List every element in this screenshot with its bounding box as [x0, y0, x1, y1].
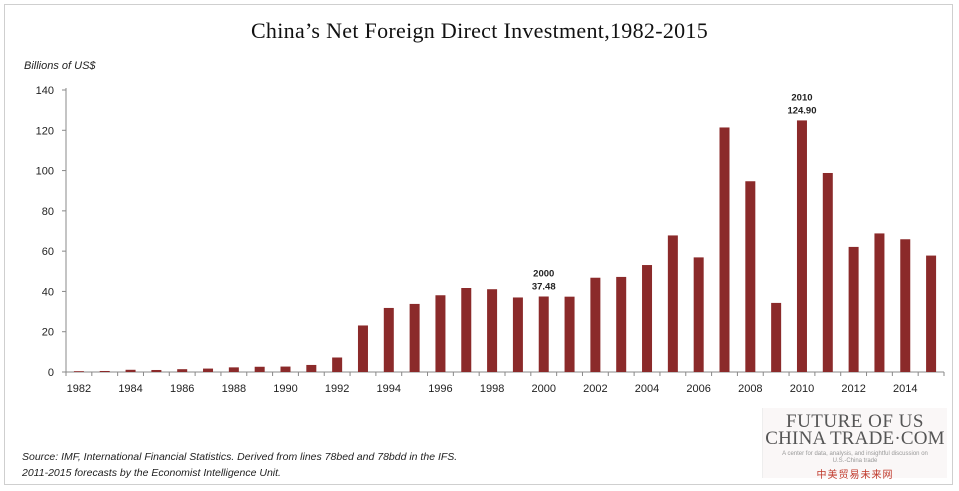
bar-1994: [383, 307, 394, 372]
source-note-line-1: Source: IMF, International Financial Sta…: [22, 451, 458, 463]
x-tick-label: 2002: [583, 383, 607, 395]
x-tick-label: 1996: [428, 383, 452, 395]
bar-2014: [900, 239, 911, 372]
bar-2000: [538, 296, 549, 372]
y-tick-label: 40: [42, 286, 54, 298]
y-tick-label: 0: [48, 367, 54, 379]
bar-1998: [487, 289, 498, 372]
bar-1983: [99, 370, 110, 372]
bar-2006: [693, 257, 704, 372]
bar-2002: [590, 277, 601, 372]
y-tick-label: 60: [42, 246, 54, 258]
y-tick-label: 100: [36, 166, 54, 178]
bar-1987: [203, 368, 214, 372]
x-tick-label: 2004: [635, 383, 659, 395]
bar-1999: [512, 297, 523, 372]
annotation-value-2010: 124.90: [787, 105, 816, 116]
x-tick-label: 2012: [841, 383, 865, 395]
chart-title: China’s Net Foreign Direct Investment,19…: [250, 18, 709, 43]
bar-2005: [667, 235, 678, 372]
bar-1993: [357, 325, 368, 372]
bar-1995: [409, 303, 420, 372]
bar-2010: [796, 120, 807, 372]
bar-1988: [228, 367, 239, 372]
x-tick-label: 2010: [790, 383, 814, 395]
bar-1985: [151, 369, 162, 372]
bar-1991: [306, 364, 317, 372]
bar-2008: [745, 181, 756, 372]
x-tick-label: 2000: [531, 383, 555, 395]
logo-chinese-name: 中美贸易未来网: [816, 470, 894, 481]
bar-2004: [642, 265, 653, 372]
logo-line-1: FUTURE OF US: [786, 411, 924, 432]
x-tick-label: 2006: [686, 383, 710, 395]
x-tick-label: 1982: [67, 383, 91, 395]
annotation-value-2000: 37.48: [532, 282, 556, 293]
x-tick-label: 1986: [170, 383, 194, 395]
bar-1996: [435, 295, 446, 372]
y-tick-label: 120: [36, 125, 54, 137]
bar-1984: [125, 369, 136, 372]
bar-2015: [926, 255, 937, 372]
y-tick-label: 80: [42, 206, 54, 218]
x-tick-label: 1998: [480, 383, 504, 395]
x-tick-label: 1984: [118, 383, 142, 395]
source-note-line-2: 2011-2015 forecasts by the Economist Int…: [22, 467, 281, 479]
bar-2001: [564, 296, 575, 372]
bar-1982: [73, 371, 84, 372]
bar-1989: [254, 366, 265, 372]
annotation-year-2000: 2000: [533, 269, 554, 280]
bar-1986: [177, 369, 188, 372]
y-tick-label: 20: [42, 327, 54, 339]
futureofuschinatrade-logo: FUTURE OF US CHINA TRADE·COM A center fo…: [762, 408, 947, 481]
x-tick-label: 2008: [738, 383, 762, 395]
x-tick-label: 2014: [893, 383, 917, 395]
bar-2007: [719, 127, 730, 372]
bar-1992: [332, 357, 343, 372]
x-tick-label: 1988: [222, 383, 246, 395]
logo-tagline: A center for data, analysis, and insight…: [782, 451, 928, 464]
x-tick-label: 1992: [325, 383, 349, 395]
annotation-year-2010: 2010: [791, 92, 812, 103]
y-axis-unit-label: Billions of US$: [24, 60, 96, 72]
x-tick-label: 1994: [377, 383, 401, 395]
chart-frame: [4, 4, 953, 485]
bar-1990: [280, 366, 291, 372]
bar-2011: [822, 172, 833, 372]
y-tick-label: 140: [36, 85, 54, 97]
bar-2013: [874, 233, 885, 372]
bar-2009: [771, 302, 782, 372]
bar-1997: [461, 288, 472, 372]
logo-line-2: CHINA TRADE·COM: [765, 428, 945, 449]
bar-2003: [616, 276, 627, 372]
x-tick-label: 1990: [273, 383, 297, 395]
bar-2012: [848, 246, 859, 372]
